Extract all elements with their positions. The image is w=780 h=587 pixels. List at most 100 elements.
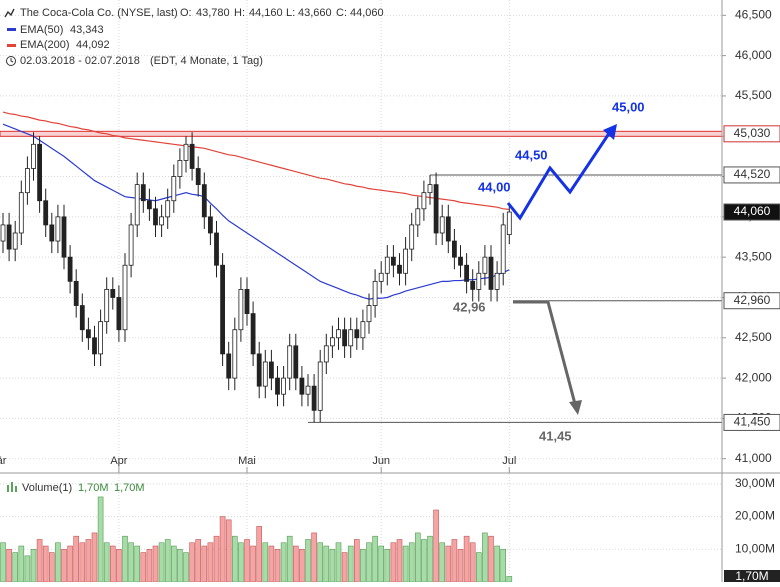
level-box (723, 413, 780, 431)
candle-body (500, 224, 506, 274)
candle-body (226, 353, 232, 379)
volume-value: 1,70M (114, 482, 145, 494)
candle-body (433, 184, 439, 234)
volume-bar (183, 552, 189, 583)
candle-body (464, 264, 470, 282)
candle-body (275, 377, 280, 395)
level-label: 42,960 (734, 293, 771, 307)
volume-bar (421, 539, 427, 583)
candle-body (506, 211, 512, 235)
candle-body (104, 289, 110, 323)
volume-bar (414, 532, 421, 583)
candle-body (177, 160, 183, 177)
candle-body (348, 329, 354, 347)
candle-body (409, 224, 415, 250)
volume-bar (122, 535, 128, 583)
volume-bar (244, 539, 250, 583)
volume-bar (335, 542, 342, 583)
candle-body (153, 208, 158, 226)
candle-body (494, 272, 500, 290)
quote-value: 43,780 (196, 7, 230, 19)
header: The Coca-Cola Co. (NYSE, last) O: 43,780… (4, 7, 384, 494)
candle-body (31, 143, 36, 169)
volume-bar (103, 542, 110, 583)
candle-body (287, 345, 293, 379)
volume-bar (79, 542, 86, 583)
candle-body (317, 361, 323, 411)
volume-bar (396, 539, 403, 583)
chart-title: The Coca-Cola Co. (NYSE, last) (20, 7, 178, 19)
x-tick-label: Jul (502, 455, 516, 467)
volume-bar (299, 548, 305, 583)
x-tick-label: Jun (372, 455, 390, 467)
volume-bar (256, 526, 263, 583)
volume-bar (30, 548, 37, 583)
candle-body (37, 143, 42, 202)
volume-box (724, 570, 780, 582)
candle-body (281, 377, 287, 395)
volume-bar (91, 532, 98, 583)
level-label: 45,030 (734, 126, 771, 140)
candle-body (397, 264, 402, 274)
volume-bar (262, 542, 269, 583)
candle-body (372, 280, 378, 306)
volume-bar (286, 535, 293, 583)
volume-bar (85, 539, 92, 583)
arrow-head (603, 124, 617, 140)
volume-bar (189, 542, 195, 583)
candle-body (360, 321, 366, 339)
candle-body (238, 289, 244, 331)
volume-bar (500, 548, 507, 583)
legend-label: EMA(200) (20, 39, 70, 51)
candle-body (342, 329, 348, 347)
volume-bar (323, 545, 330, 583)
volume-bar (158, 542, 165, 583)
volume-bar (506, 576, 513, 583)
y-tick-label: 43,500 (735, 249, 772, 263)
volume-bar (268, 545, 275, 583)
candle-body (128, 224, 134, 266)
volume-bar (372, 535, 378, 583)
candle-body (262, 361, 268, 387)
candle-body (43, 200, 49, 226)
candle-body (146, 200, 152, 210)
quote-key: C: (336, 7, 347, 19)
candle-body (86, 329, 91, 339)
quote-value: 43,660 (298, 7, 332, 19)
level-label: 44,520 (734, 167, 771, 181)
chart-icon (4, 8, 15, 18)
candle-body (171, 176, 177, 202)
volume-bar (250, 545, 256, 583)
y-tick-label: 45,500 (735, 88, 772, 102)
volume-tick-label: 30,00M (735, 476, 775, 490)
volume-bar (427, 535, 433, 583)
candle-body (366, 305, 372, 323)
x-tick-label: Mär (0, 455, 7, 467)
ema-line (2, 123, 510, 300)
volume-bar (18, 545, 25, 583)
volume-bar (61, 548, 67, 583)
volume-bar (292, 545, 299, 583)
volume-bar (36, 539, 43, 583)
level-label: 44,060 (734, 204, 771, 218)
volume-bar (341, 552, 348, 583)
volume-bar (360, 548, 366, 583)
candle-body (201, 184, 207, 218)
y-tick-label: 46,500 (735, 7, 772, 21)
candle-body (0, 224, 6, 242)
volume-bar (384, 548, 391, 583)
volume-bar (116, 548, 122, 583)
volume-bar (177, 548, 183, 583)
volume-bar (140, 552, 147, 583)
candle-body (250, 313, 256, 355)
candle-body (299, 377, 305, 395)
candle-body (24, 168, 30, 194)
volume-icon (7, 485, 9, 492)
candle-body (244, 289, 250, 315)
volume-bar (225, 519, 232, 583)
candle-body (67, 256, 73, 282)
volume-bar (213, 535, 220, 583)
volume-bar (110, 545, 116, 583)
candle-body (220, 264, 226, 355)
legend-value: 43,343 (70, 24, 104, 36)
